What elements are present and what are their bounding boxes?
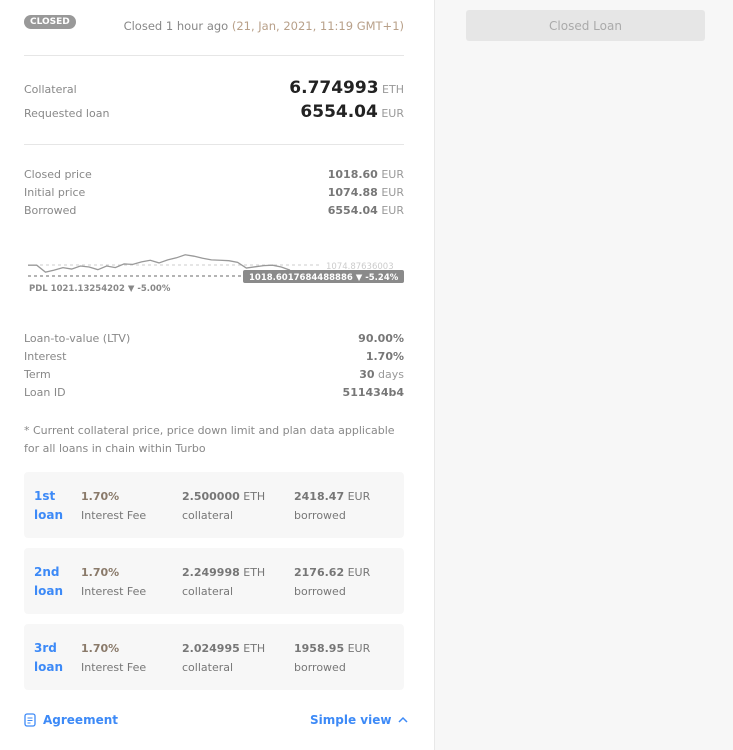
loan-card: 3rd loan 1.70% Interest Fee 2.024995 ETH co… xyxy=(24,624,404,690)
price-row: Initial price 1074.88 EUR xyxy=(24,186,404,199)
loan-interest: 1.70% Interest Fee xyxy=(81,566,147,598)
divider xyxy=(24,144,404,145)
agreement-label: Agreement xyxy=(43,713,118,727)
loan-borrowed: 1958.95 EUR borrowed xyxy=(294,642,371,674)
loan-borrowed: 2176.62 EUR borrowed xyxy=(294,566,371,598)
label: Loan-to-value (LTV) xyxy=(24,332,131,345)
chevron-up-icon xyxy=(398,716,408,723)
collateral-row: Collateral 6.774993 ETH xyxy=(24,78,404,98)
loan-details-panel: CLOSED Closed 1 hour ago (21, Jan, 2021,… xyxy=(24,15,408,727)
initial-price-label: 1074.87636003 xyxy=(326,262,394,272)
current-price-label: 1018.6017684488886 ▼ -5.24% xyxy=(249,273,399,283)
value: 30 xyxy=(359,368,375,381)
label: Borrowed xyxy=(24,204,77,217)
label: Initial price xyxy=(24,186,86,199)
label: Closed price xyxy=(24,168,92,181)
value: 6554.04 xyxy=(327,204,378,217)
status-badge: CLOSED xyxy=(24,15,76,29)
loan-borrowed: 2418.47 EUR borrowed xyxy=(294,490,371,522)
loan-name: 1st loan xyxy=(34,489,63,522)
price-sparkline: 1074.87636003 1018.6017684488886 ▼ -5.24… xyxy=(28,254,404,294)
unit: EUR xyxy=(381,168,404,181)
price-line xyxy=(28,254,291,273)
loan-name: 2nd loan xyxy=(34,565,63,598)
closed-time: Closed 1 hour ago (21, Jan, 2021, 11:19 … xyxy=(124,19,404,33)
loan-collateral: 2.249998 ETH collateral xyxy=(182,566,266,598)
requested-loan-row: Requested loan 6554.04 EUR xyxy=(24,102,404,122)
value: 6554.04 xyxy=(300,102,378,122)
divider xyxy=(24,55,404,56)
detail-row: Term 30 days xyxy=(24,368,404,381)
value: 1.70% xyxy=(365,350,404,363)
label: Term xyxy=(24,368,51,381)
unit: ETH xyxy=(382,83,404,96)
detail-row: Loan ID 511434b4 xyxy=(24,386,404,399)
value: 6.774993 xyxy=(289,78,379,98)
unit: EUR xyxy=(381,204,404,217)
loan-interest: 1.70% Interest Fee xyxy=(81,490,147,522)
label: Loan ID xyxy=(24,386,66,399)
unit: days xyxy=(378,368,404,381)
unit: EUR xyxy=(381,107,404,120)
value: 511434b4 xyxy=(342,386,404,399)
label: Requested loan xyxy=(24,107,110,120)
value: 90.00% xyxy=(358,332,404,345)
current-price-tag xyxy=(243,270,404,283)
price-row: Borrowed 6554.04 EUR xyxy=(24,204,404,217)
footnote: * Current collateral price, price down l… xyxy=(24,424,395,455)
loan-name: 3rd loan xyxy=(34,641,63,674)
price-row: Closed price 1018.60 EUR xyxy=(24,168,404,181)
actions-panel: Closed Loan xyxy=(434,0,733,750)
closed-datetime: (21, Jan, 2021, 11:19 GMT+1) xyxy=(231,19,404,33)
simple-view-label: Simple view xyxy=(310,713,392,727)
loan-collateral: 2.024995 ETH collateral xyxy=(182,642,266,674)
unit: EUR xyxy=(381,186,404,199)
closed-relative: Closed 1 hour ago xyxy=(123,19,229,33)
agreement-link[interactable]: Agreement xyxy=(24,713,118,727)
value: 1074.88 xyxy=(327,186,378,199)
document-icon xyxy=(24,713,36,727)
closed-loan-button[interactable]: Closed Loan xyxy=(466,10,705,41)
loan-interest: 1.70% Interest Fee xyxy=(81,642,147,674)
value: 1018.60 xyxy=(327,168,378,181)
label: Interest xyxy=(24,350,67,363)
simple-view-toggle[interactable]: Simple view xyxy=(310,713,408,727)
pdl-label: PDL 1021.13254202 ▼ -5.00% xyxy=(29,284,171,294)
label: Collateral xyxy=(24,83,77,96)
loan-card: 1st loan 1.70% Interest Fee 2.500000 ETH co… xyxy=(24,472,404,538)
loan-collateral: 2.500000 ETH collateral xyxy=(182,490,266,522)
detail-row: Interest 1.70% xyxy=(24,350,404,363)
loan-card: 2nd loan 1.70% Interest Fee 2.249998 ETH co… xyxy=(24,548,404,614)
detail-row: Loan-to-value (LTV) 90.00% xyxy=(24,332,404,345)
